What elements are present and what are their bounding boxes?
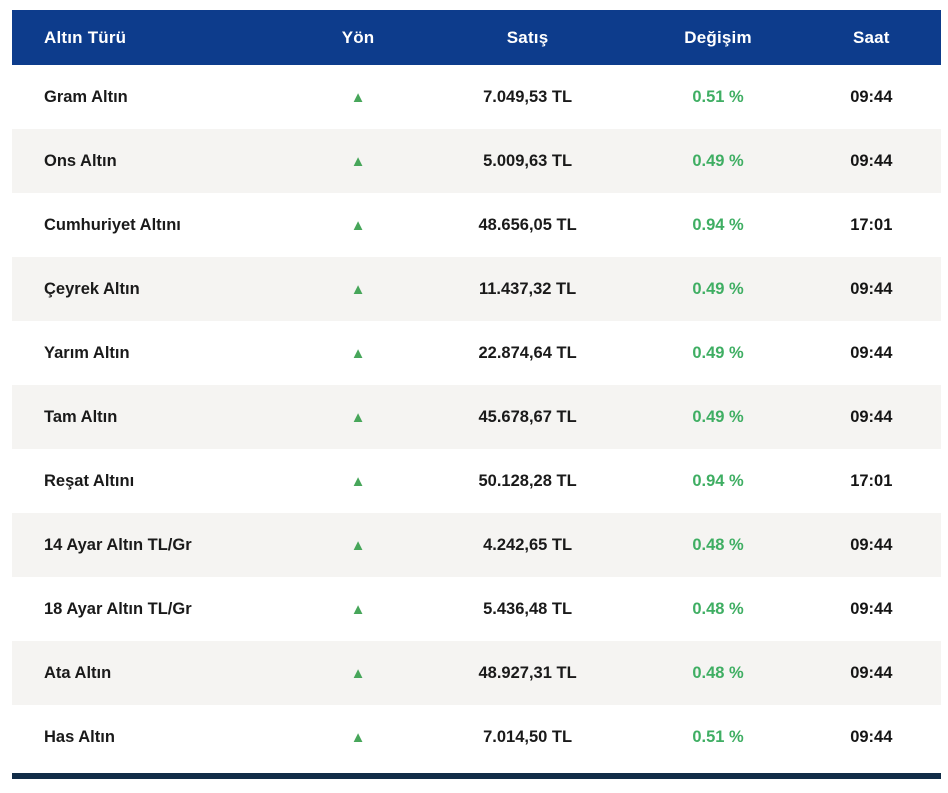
table-row[interactable]: Gram Altın ▲ 7.049,53 TL 0.51 % 09:44 (12, 65, 941, 129)
change-value: 0.51 % (692, 727, 744, 746)
gold-type-label: Has Altın (44, 727, 115, 746)
table-row[interactable]: Has Altın ▲ 7.014,50 TL 0.51 % 09:44 (12, 705, 941, 769)
price-value: 48.656,05 TL (478, 215, 577, 234)
change-value: 0.49 % (692, 407, 744, 426)
up-triangle-icon: ▲ (350, 88, 366, 106)
gold-type-label: 18 Ayar Altın TL/Gr (44, 599, 192, 618)
price-value: 7.014,50 TL (483, 727, 573, 746)
change-value: 0.48 % (692, 535, 744, 554)
time-value: 09:44 (850, 343, 893, 362)
gold-type-label: Çeyrek Altın (44, 279, 140, 298)
table-row[interactable]: 18 Ayar Altın TL/Gr ▲ 5.436,48 TL 0.48 %… (12, 577, 941, 641)
table-row[interactable]: 14 Ayar Altın TL/Gr ▲ 4.242,65 TL 0.48 %… (12, 513, 941, 577)
table-row[interactable]: Cumhuriyet Altını ▲ 48.656,05 TL 0.94 % … (12, 193, 941, 257)
table-header-row: Altın Türü Yön Satış Değişim Saat (12, 10, 941, 65)
change-value: 0.51 % (692, 87, 744, 106)
time-value: 09:44 (850, 279, 893, 298)
up-triangle-icon: ▲ (350, 728, 366, 746)
table-row[interactable]: Reşat Altını ▲ 50.128,28 TL 0.94 % 17:01 (12, 449, 941, 513)
change-value: 0.48 % (692, 663, 744, 682)
column-header-time: Saat (852, 27, 890, 47)
price-value: 5.009,63 TL (483, 151, 573, 170)
up-triangle-icon: ▲ (350, 600, 366, 618)
table-row[interactable]: Ons Altın ▲ 5.009,63 TL 0.49 % 09:44 (12, 129, 941, 193)
gold-type-label: Gram Altın (44, 87, 128, 106)
change-value: 0.94 % (692, 471, 744, 490)
change-value: 0.49 % (692, 279, 744, 298)
time-value: 17:01 (850, 471, 893, 490)
table-row[interactable]: Yarım Altın ▲ 22.874,64 TL 0.49 % 09:44 (12, 321, 941, 385)
price-value: 22.874,64 TL (478, 343, 577, 362)
change-value: 0.49 % (692, 151, 744, 170)
gold-type-label: 14 Ayar Altın TL/Gr (44, 535, 192, 554)
gold-type-label: Ons Altın (44, 151, 117, 170)
up-triangle-icon: ▲ (350, 344, 366, 362)
table-row[interactable]: Ata Altın ▲ 48.927,31 TL 0.48 % 09:44 (12, 641, 941, 705)
bottom-accent-bar (12, 773, 941, 779)
up-triangle-icon: ▲ (350, 536, 366, 554)
price-value: 48.927,31 TL (478, 663, 577, 682)
change-value: 0.48 % (692, 599, 744, 618)
time-value: 09:44 (850, 151, 893, 170)
change-value: 0.49 % (692, 343, 744, 362)
table-body: Gram Altın ▲ 7.049,53 TL 0.51 % 09:44 On… (12, 65, 941, 769)
price-value: 7.049,53 TL (483, 87, 573, 106)
up-triangle-icon: ▲ (350, 664, 366, 682)
gold-type-label: Yarım Altın (44, 343, 130, 362)
column-header-direction: Yön (341, 27, 375, 47)
time-value: 09:44 (850, 663, 893, 682)
gold-type-label: Cumhuriyet Altını (44, 215, 181, 234)
column-header-gold-type: Altın Türü (44, 27, 127, 47)
change-value: 0.94 % (692, 215, 744, 234)
column-header-price: Satış (506, 27, 549, 47)
time-value: 09:44 (850, 407, 893, 426)
column-header-change: Değişim (684, 27, 752, 47)
up-triangle-icon: ▲ (350, 216, 366, 234)
time-value: 09:44 (850, 727, 893, 746)
up-triangle-icon: ▲ (350, 472, 366, 490)
price-value: 5.436,48 TL (483, 599, 573, 618)
gold-type-label: Ata Altın (44, 663, 112, 682)
price-value: 50.128,28 TL (478, 471, 577, 490)
price-value: 11.437,32 TL (478, 279, 577, 298)
up-triangle-icon: ▲ (350, 152, 366, 170)
price-value: 4.242,65 TL (483, 535, 573, 554)
table-row[interactable]: Tam Altın ▲ 45.678,67 TL 0.49 % 09:44 (12, 385, 941, 449)
gold-type-label: Reşat Altını (44, 471, 135, 490)
time-value: 17:01 (850, 215, 893, 234)
up-triangle-icon: ▲ (350, 408, 366, 426)
gold-type-label: Tam Altın (44, 407, 118, 426)
time-value: 09:44 (850, 599, 893, 618)
up-triangle-icon: ▲ (350, 280, 366, 298)
gold-prices-table: Altın Türü Yön Satış Değişim Saat Gram A… (12, 10, 941, 769)
table-row[interactable]: Çeyrek Altın ▲ 11.437,32 TL 0.49 % 09:44 (12, 257, 941, 321)
price-value: 45.678,67 TL (478, 407, 577, 426)
time-value: 09:44 (850, 535, 893, 554)
time-value: 09:44 (850, 87, 893, 106)
